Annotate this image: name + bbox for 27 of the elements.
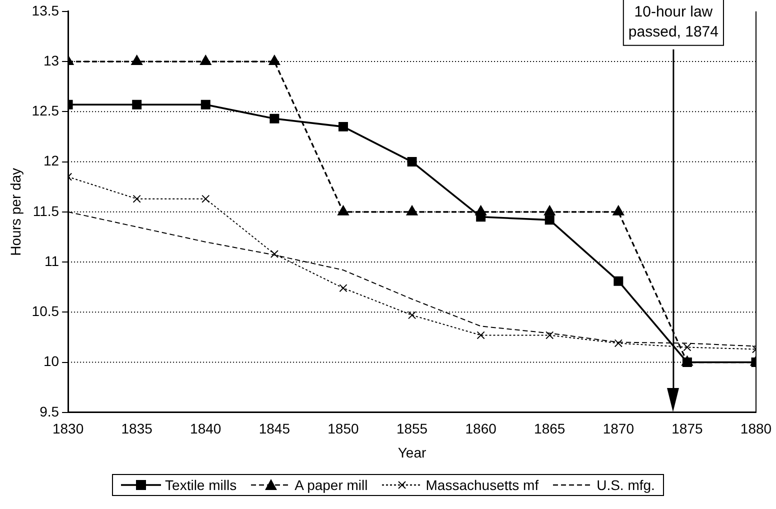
x-tick-label: 1830 [52,420,84,437]
y-tick-label: 11.5 [32,202,60,219]
y-tick-label: 10.5 [32,303,60,320]
y-tick-label: 12 [43,152,60,169]
y-tick-label: 13.5 [32,2,60,18]
legend-label: Massachusetts mf [426,477,539,493]
y-tick-label: 10 [43,353,60,370]
x-tick-label: 1880 [740,420,772,437]
x-tick-label: 1875 [672,420,703,437]
x-tick-label: 1840 [190,420,222,437]
legend-label: U.S. mfg. [596,477,655,493]
x-tick-label: 1850 [328,420,360,437]
x-axis-title: Year [398,444,426,460]
y-tick-label: 12.5 [32,102,60,119]
x-tick-label: 1845 [258,420,290,437]
x-tick-label: 1870 [602,420,634,437]
ref-line-label: 10-hour law passed, 1874 [628,4,718,41]
x-tick-label: 1860 [465,420,497,437]
y-axis-title: Hours per day [7,168,24,256]
x-tick-label: 1865 [534,420,566,437]
x-tick-label: 1855 [396,420,428,437]
x-tick-label: 1835 [121,420,153,437]
legend-label: Textile mills [165,477,237,493]
y-tick-label: 11 [44,252,60,269]
y-tick-label: 9.5 [40,403,60,420]
y-tick-label: 13 [43,52,60,68]
legend-label: A paper mill [294,477,368,493]
